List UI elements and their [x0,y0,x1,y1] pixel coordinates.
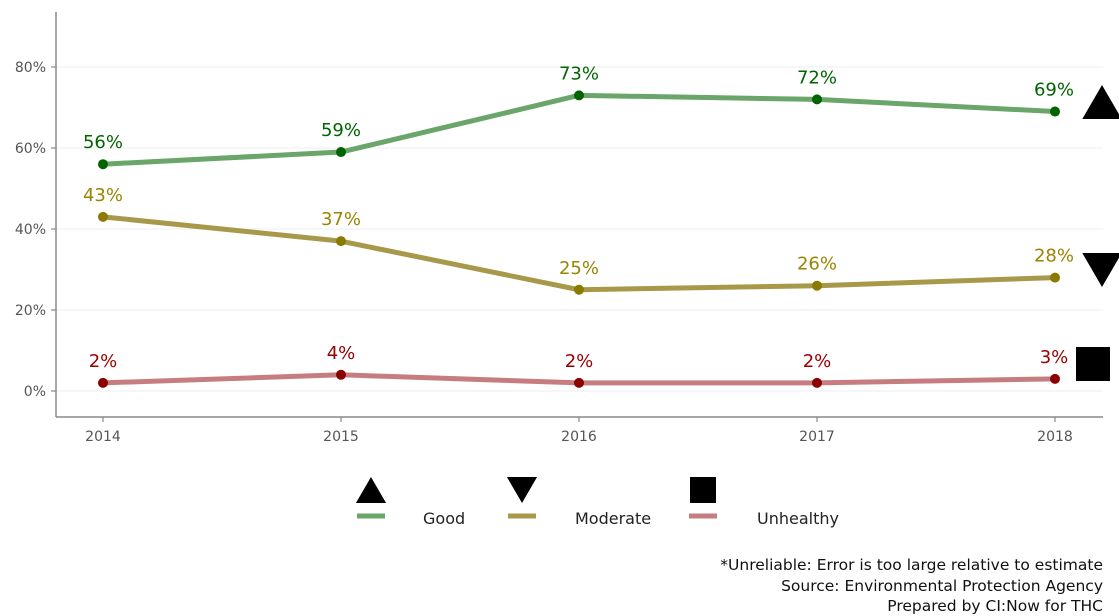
prepared-by-note: Prepared by CI:Now for THC [887,597,1103,615]
y-tick-label: 80% [15,60,46,76]
y-tick-label: 20% [15,303,46,319]
legend-square-icon [690,477,716,503]
moderate-point [574,284,584,295]
moderate-data-label: 28% [1034,246,1074,267]
unhealthy-point [98,377,108,388]
moderate-point [812,280,822,291]
y-tick-label: 0% [24,384,46,400]
legend-label: Unhealthy [757,509,839,528]
unhealthy-data-label: 2% [89,351,118,372]
series-moderate: 43% 37% 25% 26% 28% [83,185,1074,295]
unhealthy-data-label: 2% [565,351,594,372]
trend-markers [1076,85,1119,381]
good-data-label: 56% [83,132,123,153]
unhealthy-data-label: 4% [327,343,356,364]
moderate-data-label: 25% [559,258,599,279]
unhealthy-data-label: 2% [803,351,832,372]
good-point [812,94,822,105]
moderate-data-label: 26% [797,254,837,275]
moderate-point [98,211,108,222]
y-tick-label: 60% [15,141,46,157]
square-icon [1076,347,1110,381]
source-note: Source: Environmental Protection Agency [781,577,1103,595]
legend-label: Good [423,509,465,528]
y-axis-ticks: 0% 20% 40% 60% 80% [15,60,56,400]
x-tick-label: 2014 [85,429,121,445]
legend-triangle-down-icon [506,477,538,503]
good-point [98,159,108,170]
unreliable-note: *Unreliable: Error is too large relative… [720,556,1103,574]
series-group: 56% 59% 73% 72% 69% 43% 37% 25% 26% 28% 2% 4% 2% 2% 3% [83,63,1074,388]
good-data-label: 59% [321,120,361,141]
unhealthy-point [1050,373,1060,384]
good-data-label: 69% [1034,80,1074,101]
good-data-label: 72% [797,67,837,88]
moderate-point [336,236,346,247]
unhealthy-point [574,377,584,388]
good-data-label: 73% [559,63,599,84]
x-tick-label: 2017 [799,429,835,445]
triangle-up-icon [1082,85,1119,119]
moderate-point [1050,272,1060,283]
unhealthy-point [336,369,346,380]
y-tick-label: 40% [15,222,46,238]
x-tick-label: 2016 [561,429,597,445]
x-tick-label: 2018 [1037,429,1073,445]
triangle-down-icon [1082,253,1119,287]
unhealthy-data-label: 3% [1040,347,1069,368]
legend-triangle-up-icon [355,477,387,503]
x-axis-ticks: 2014 2015 2016 2017 2018 [85,417,1073,445]
good-point [574,90,584,101]
legend: Good Moderate Unhealthy [355,477,839,528]
good-point [1050,106,1060,117]
x-tick-label: 2015 [323,429,359,445]
moderate-data-label: 37% [321,209,361,230]
legend-label: Moderate [575,509,651,528]
unhealthy-point [812,377,822,388]
good-point [336,147,346,158]
series-unhealthy: 2% 4% 2% 2% 3% [89,343,1069,388]
moderate-data-label: 43% [83,185,123,206]
good-line [100,92,1058,167]
moderate-line [100,214,1058,293]
series-good: 56% 59% 73% 72% 69% [83,63,1074,170]
